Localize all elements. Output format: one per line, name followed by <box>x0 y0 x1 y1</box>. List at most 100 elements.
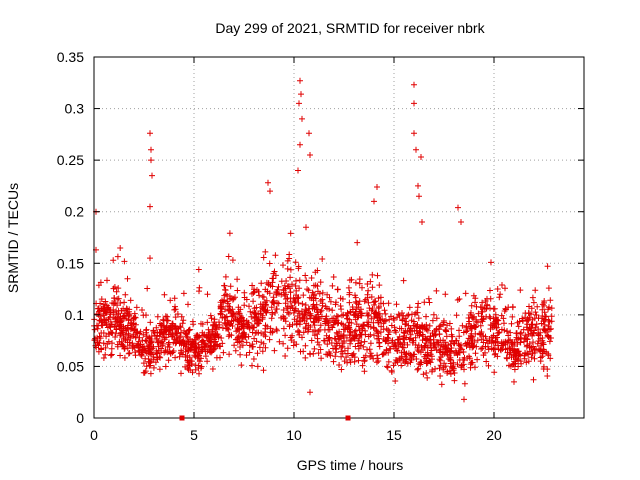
data-point <box>315 350 322 357</box>
data-point <box>284 303 291 310</box>
data-point <box>411 351 418 358</box>
data-point <box>414 344 421 351</box>
data-point <box>303 307 310 314</box>
data-point <box>331 335 338 342</box>
data-point <box>432 331 439 338</box>
data-point <box>308 337 315 344</box>
data-point <box>221 314 228 320</box>
data-point <box>448 325 455 332</box>
data-point <box>483 358 490 365</box>
data-point <box>125 350 132 357</box>
data-point <box>286 310 292 317</box>
data-point <box>519 315 526 322</box>
data-point <box>269 299 276 305</box>
data-point <box>528 354 535 361</box>
data-point <box>352 343 359 350</box>
data-point <box>529 322 536 328</box>
data-point <box>544 333 551 339</box>
data-point <box>262 344 269 351</box>
data-point <box>146 358 153 365</box>
data-point <box>330 358 337 365</box>
data-point <box>213 354 220 361</box>
data-point <box>292 259 299 266</box>
data-point <box>460 356 466 363</box>
data-point <box>412 334 419 341</box>
data-point <box>517 330 524 337</box>
data-point <box>540 339 547 346</box>
data-point <box>356 298 363 305</box>
data-point <box>144 285 151 292</box>
data-point <box>165 331 172 338</box>
data-point <box>246 349 253 356</box>
data-point <box>153 324 160 331</box>
data-point <box>225 307 232 314</box>
data-point <box>147 255 153 262</box>
data-point <box>529 294 536 301</box>
data-point <box>222 273 229 280</box>
data-point <box>140 312 147 319</box>
data-point <box>251 315 258 322</box>
data-point <box>266 336 273 343</box>
data-point <box>226 351 233 358</box>
data-point <box>415 365 422 372</box>
data-point <box>132 334 139 341</box>
data-point <box>365 287 372 294</box>
data-point <box>254 350 261 357</box>
data-point <box>510 349 517 356</box>
data-point <box>327 298 334 305</box>
data-point <box>161 336 168 343</box>
data-point <box>436 365 443 372</box>
data-point <box>108 321 115 328</box>
data-point <box>121 258 128 265</box>
data-point <box>496 294 503 301</box>
data-point <box>346 299 353 306</box>
data-point <box>270 270 277 277</box>
data-point <box>220 349 227 356</box>
data-point <box>423 336 430 343</box>
data-point <box>406 304 413 311</box>
data-point <box>184 357 191 364</box>
data-point <box>324 341 331 348</box>
data-point <box>166 326 173 333</box>
data-point <box>509 304 516 311</box>
data-point <box>367 278 374 285</box>
data-point <box>260 254 267 261</box>
data-point <box>307 152 313 158</box>
data-point <box>468 302 475 309</box>
data-point <box>383 325 390 332</box>
data-point <box>481 305 488 312</box>
data-point <box>196 284 203 291</box>
data-point <box>234 276 241 283</box>
data-point <box>340 326 347 333</box>
data-point <box>143 338 150 345</box>
data-point <box>405 350 412 357</box>
data-point <box>229 323 236 329</box>
data-point <box>362 296 369 303</box>
data-point <box>361 338 368 345</box>
data-point <box>237 351 244 358</box>
data-point <box>342 322 349 329</box>
data-point <box>442 291 449 298</box>
data-point <box>312 314 319 321</box>
data-point <box>517 287 524 294</box>
data-point <box>453 312 460 319</box>
data-point <box>274 286 281 293</box>
data-point <box>473 303 480 310</box>
data-point <box>343 334 350 341</box>
data-point <box>338 348 345 355</box>
data-point <box>426 299 433 306</box>
data-point <box>272 252 279 259</box>
data-point <box>314 267 321 274</box>
data-point <box>459 362 465 369</box>
data-point <box>413 309 420 316</box>
data-point <box>427 359 434 366</box>
data-point <box>291 307 298 314</box>
data-point <box>455 349 462 356</box>
data-point <box>465 315 472 321</box>
data-point <box>142 368 149 375</box>
data-point <box>402 358 409 365</box>
data-point <box>191 352 198 359</box>
data-point <box>185 347 192 354</box>
data-point <box>484 340 491 347</box>
data-point <box>196 333 203 340</box>
